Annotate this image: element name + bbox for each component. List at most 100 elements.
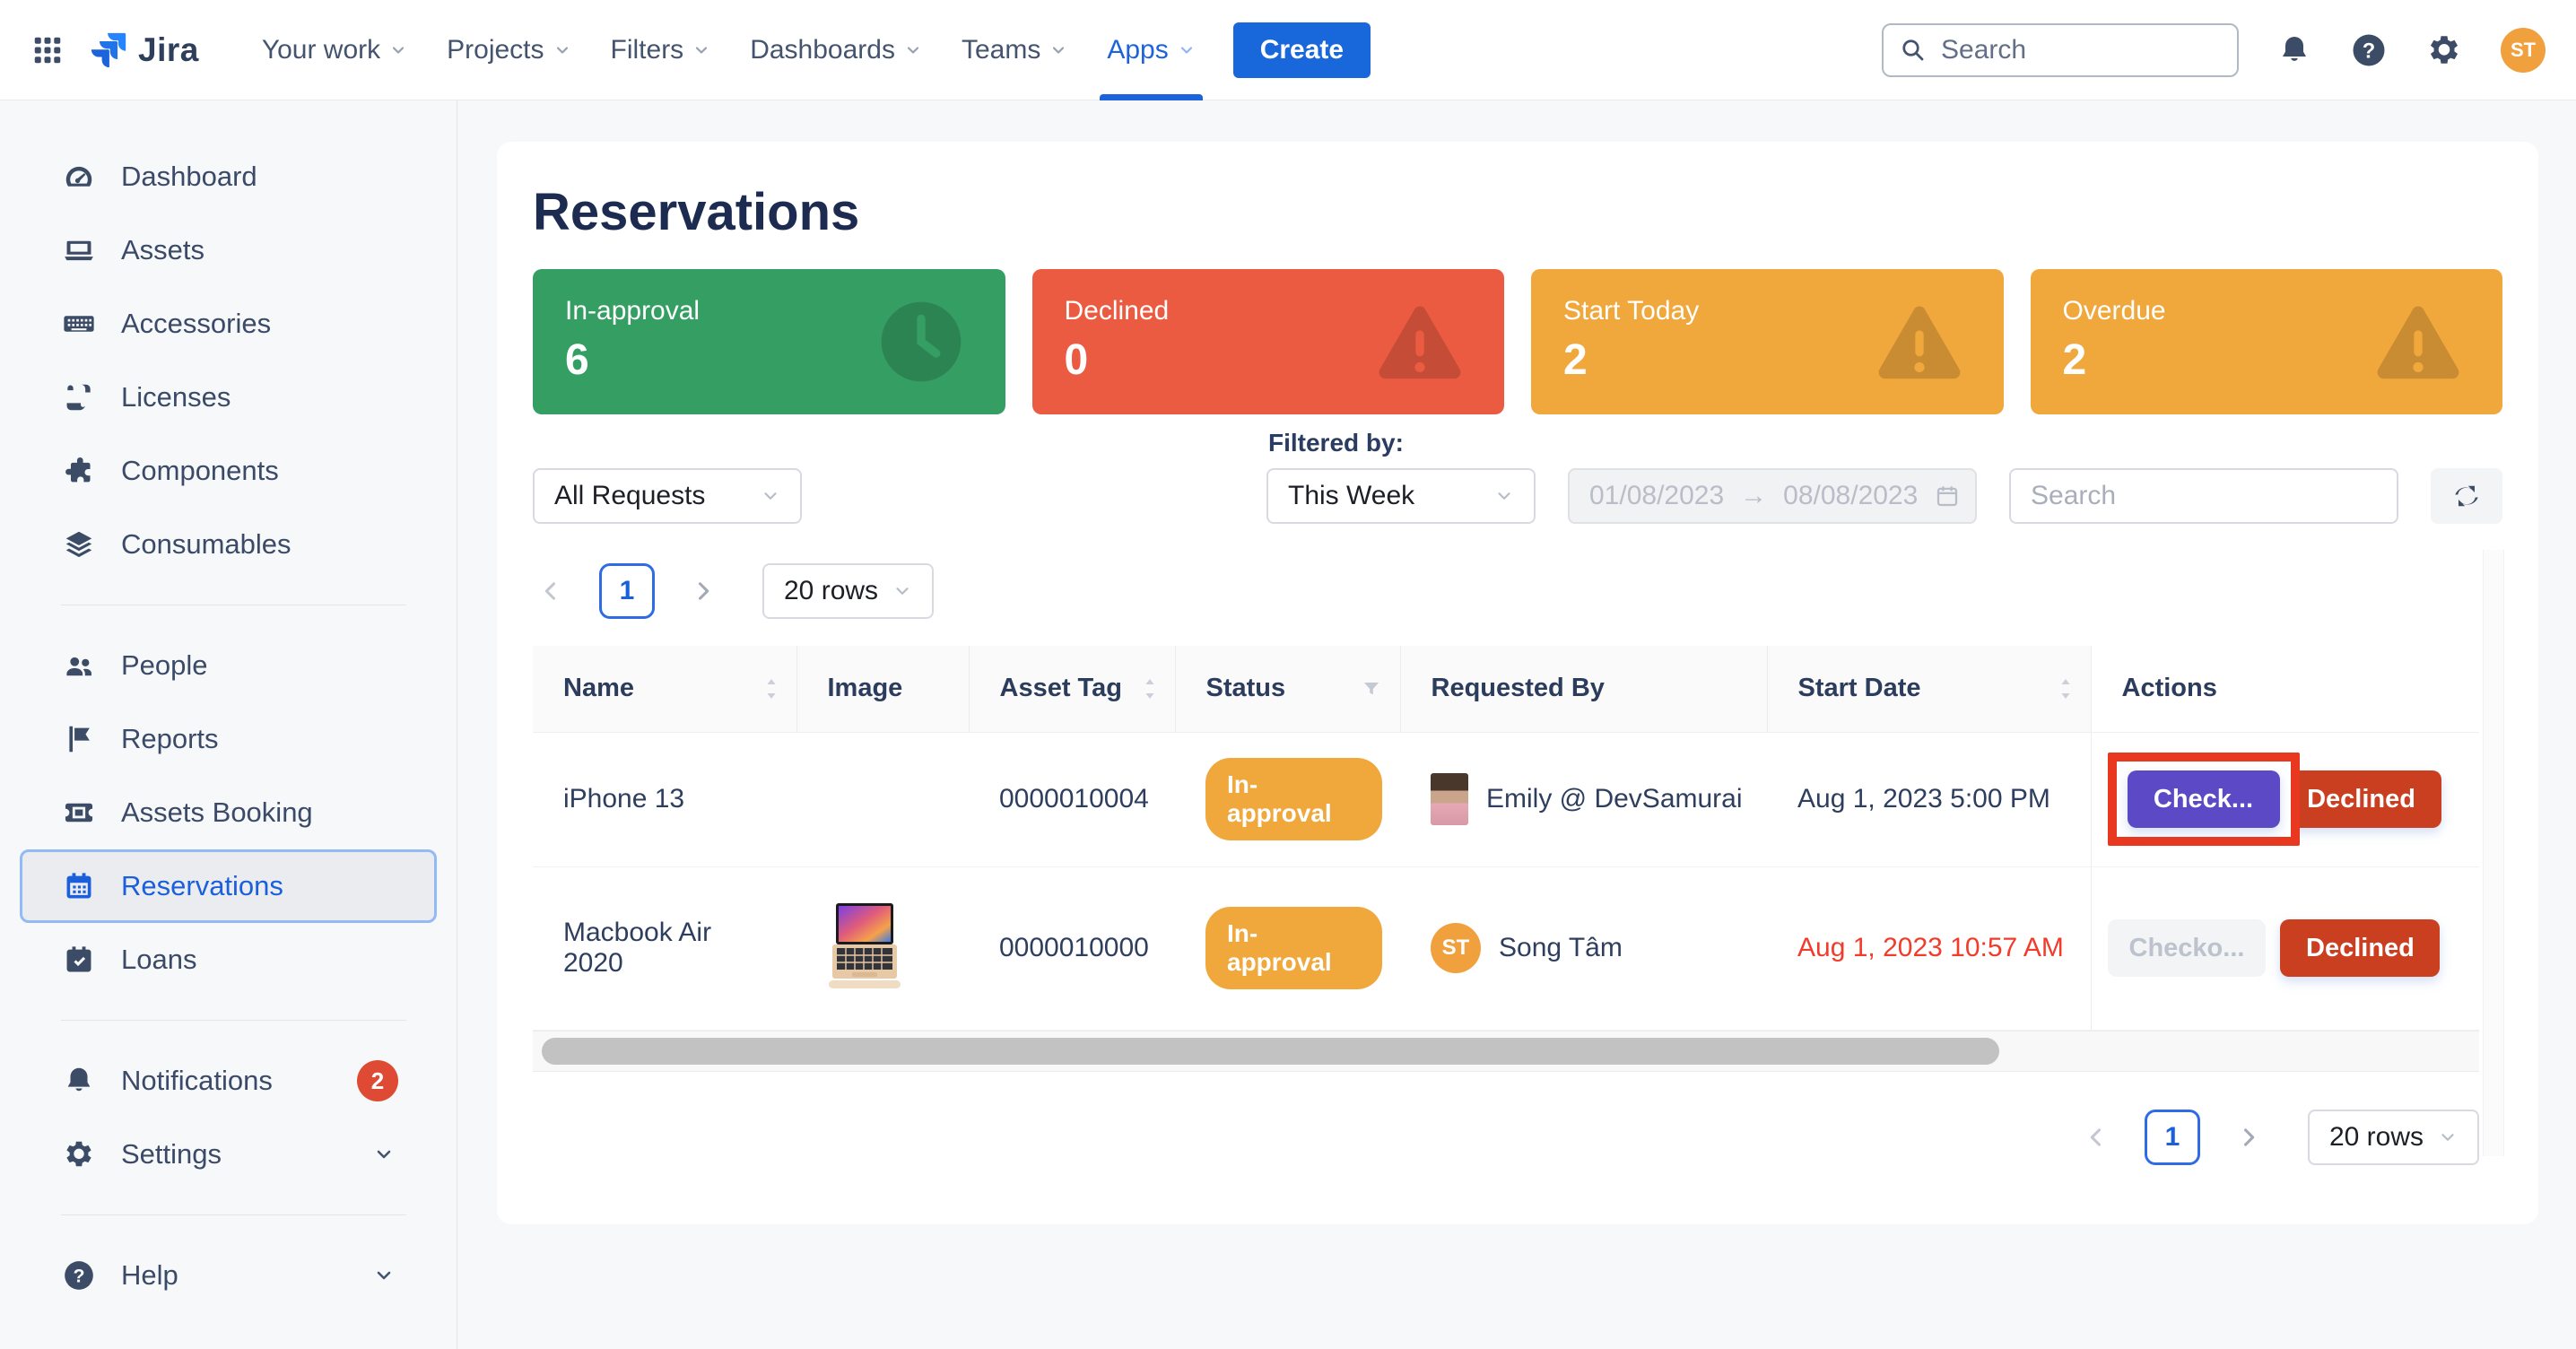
stat-card-declined[interactable]: Declined 0 <box>1031 269 1504 414</box>
sidebar-item-loans[interactable]: Loans <box>20 923 437 997</box>
sidebar-item-people[interactable]: People <box>20 629 437 702</box>
stat-card-start-today[interactable]: Start Today 2 <box>1531 269 2004 414</box>
horizontal-scrollbar[interactable] <box>533 1030 2479 1072</box>
nav-dashboards[interactable]: Dashboards <box>730 0 942 100</box>
nav-filters[interactable]: Filters <box>591 0 731 100</box>
clock-icon <box>881 301 961 382</box>
puzzle-icon <box>62 454 96 488</box>
pagination-bottom: 1 20 rows <box>533 1109 2502 1165</box>
sidebar-item-reports[interactable]: Reports <box>20 702 437 776</box>
chevron-down-icon <box>373 1144 395 1165</box>
refresh-button[interactable] <box>2431 468 2502 524</box>
global-search[interactable] <box>1882 22 2239 77</box>
jira-logo-text: Jira <box>138 30 199 68</box>
declined-button[interactable]: Declined <box>2281 770 2441 828</box>
declined-button[interactable]: Declined <box>2280 919 2441 977</box>
chevron-right-icon <box>698 582 709 600</box>
status-badge: In-approval <box>1205 758 1382 840</box>
sidebar-divider <box>61 1214 406 1215</box>
sort-icon <box>766 678 776 699</box>
next-page-button[interactable] <box>2236 1125 2261 1150</box>
sidebar-item-help[interactable]: ? Help <box>20 1239 437 1312</box>
nav-projects[interactable]: Projects <box>427 0 590 100</box>
page-number[interactable]: 1 <box>599 563 655 619</box>
notifications-bell-button[interactable] <box>2276 32 2312 68</box>
table-search[interactable] <box>2009 468 2398 524</box>
layers-icon <box>62 527 96 561</box>
sidebar-item-reservations[interactable]: Reservations <box>20 849 437 923</box>
warning-triangle-icon <box>1878 306 1960 379</box>
help-button[interactable]: ? <box>2350 31 2388 69</box>
calendar-icon <box>62 869 96 903</box>
svg-text:?: ? <box>73 1266 84 1287</box>
column-header-image: Image <box>796 646 970 733</box>
reservations-table: Name Image Asset Tag Status <box>533 646 2479 1072</box>
horizontal-scrollbar-thumb[interactable] <box>542 1037 1999 1065</box>
chevron-down-icon <box>556 46 568 54</box>
cell-status: In-approval <box>1175 732 1400 867</box>
request-filter-select[interactable]: All Requests <box>533 468 802 524</box>
sidebar-item-settings[interactable]: Settings <box>20 1118 437 1191</box>
chevron-left-icon <box>544 582 556 600</box>
checkout-button[interactable]: Check... <box>2127 770 2280 828</box>
nav-your-work[interactable]: Your work <box>242 0 427 100</box>
app-switcher-button[interactable] <box>30 33 65 67</box>
flag-icon <box>62 722 96 756</box>
column-header-status[interactable]: Status <box>1175 646 1401 733</box>
status-badge: In-approval <box>1205 907 1382 989</box>
chevron-down-icon <box>1180 46 1192 54</box>
stats-row: In-approval 6 Declined 0 Start Today 2 O… <box>533 269 2502 414</box>
cell-requested-by: ST Song Tâm <box>1400 866 1767 1031</box>
people-icon <box>62 648 96 683</box>
date-range-input: 01/08/2023 → 08/08/2023 <box>1568 468 1977 524</box>
sidebar-item-licenses[interactable]: Licenses <box>20 361 437 434</box>
settings-gear-button[interactable] <box>2425 31 2463 69</box>
prev-page-button[interactable] <box>538 579 563 604</box>
rows-per-page-select[interactable]: 20 rows <box>2307 1109 2479 1165</box>
column-header-name[interactable]: Name <box>533 646 797 733</box>
search-icon <box>1902 39 1924 60</box>
nav-apps[interactable]: Apps <box>1087 0 1214 100</box>
calendar-icon <box>1937 486 1958 507</box>
stat-card-overdue[interactable]: Overdue 2 <box>2030 269 2502 414</box>
table-search-input[interactable] <box>2029 480 2379 512</box>
sort-icon <box>2060 678 2070 699</box>
jira-mark-icon <box>91 32 126 67</box>
checkout-button-disabled: Checko... <box>2107 919 2267 977</box>
vertical-scrollbar[interactable] <box>2483 550 2504 1156</box>
sidebar-item-assets-booking[interactable]: Assets Booking <box>20 776 437 849</box>
scroll-icon <box>62 380 96 414</box>
chevron-down-icon <box>907 46 919 54</box>
sidebar-item-consumables[interactable]: Consumables <box>20 508 437 581</box>
jira-logo[interactable]: Jira <box>88 30 199 71</box>
global-search-input[interactable] <box>1939 33 2221 66</box>
create-button[interactable]: Create <box>1232 22 1371 78</box>
reservations-panel: Reservations In-approval 6 Declined 0 St… <box>497 142 2538 1224</box>
sidebar-item-components[interactable]: Components <box>20 434 437 508</box>
sidebar-item-accessories[interactable]: Accessories <box>20 287 437 361</box>
table-row: Macbook Air 2020 <box>533 866 2479 1031</box>
annotation-highlight-box: Check... <box>2107 753 2300 846</box>
rows-per-page-select[interactable]: 20 rows <box>762 563 935 619</box>
sidebar-item-notifications[interactable]: Notifications 2 <box>20 1044 437 1118</box>
ticket-icon <box>62 796 96 830</box>
bell-icon <box>62 1064 96 1098</box>
top-navigation-bar: Jira Your work Projects Filters Dashboar… <box>0 0 2576 100</box>
bell-icon <box>2283 36 2306 61</box>
next-page-button[interactable] <box>691 579 716 604</box>
gear-icon <box>2430 35 2459 64</box>
column-header-start-date[interactable]: Start Date <box>1767 646 2091 733</box>
cell-actions: Checko... Declined <box>2090 866 2479 1031</box>
user-avatar[interactable]: ST <box>2501 27 2546 73</box>
date-from: 01/08/2023 <box>1589 481 1725 510</box>
nav-teams[interactable]: Teams <box>942 0 1087 100</box>
prev-page-button[interactable] <box>2084 1125 2109 1150</box>
page-number[interactable]: 1 <box>2144 1109 2200 1165</box>
column-header-asset-tag[interactable]: Asset Tag <box>969 646 1176 733</box>
warning-triangle-icon <box>2377 306 2459 379</box>
sidebar-item-dashboard[interactable]: Dashboard <box>20 140 437 213</box>
cell-name: iPhone 13 <box>533 732 796 867</box>
period-select[interactable]: This Week <box>1266 468 1536 524</box>
sidebar-item-assets[interactable]: Assets <box>20 213 437 287</box>
stat-card-in-approval[interactable]: In-approval 6 <box>533 269 1005 414</box>
